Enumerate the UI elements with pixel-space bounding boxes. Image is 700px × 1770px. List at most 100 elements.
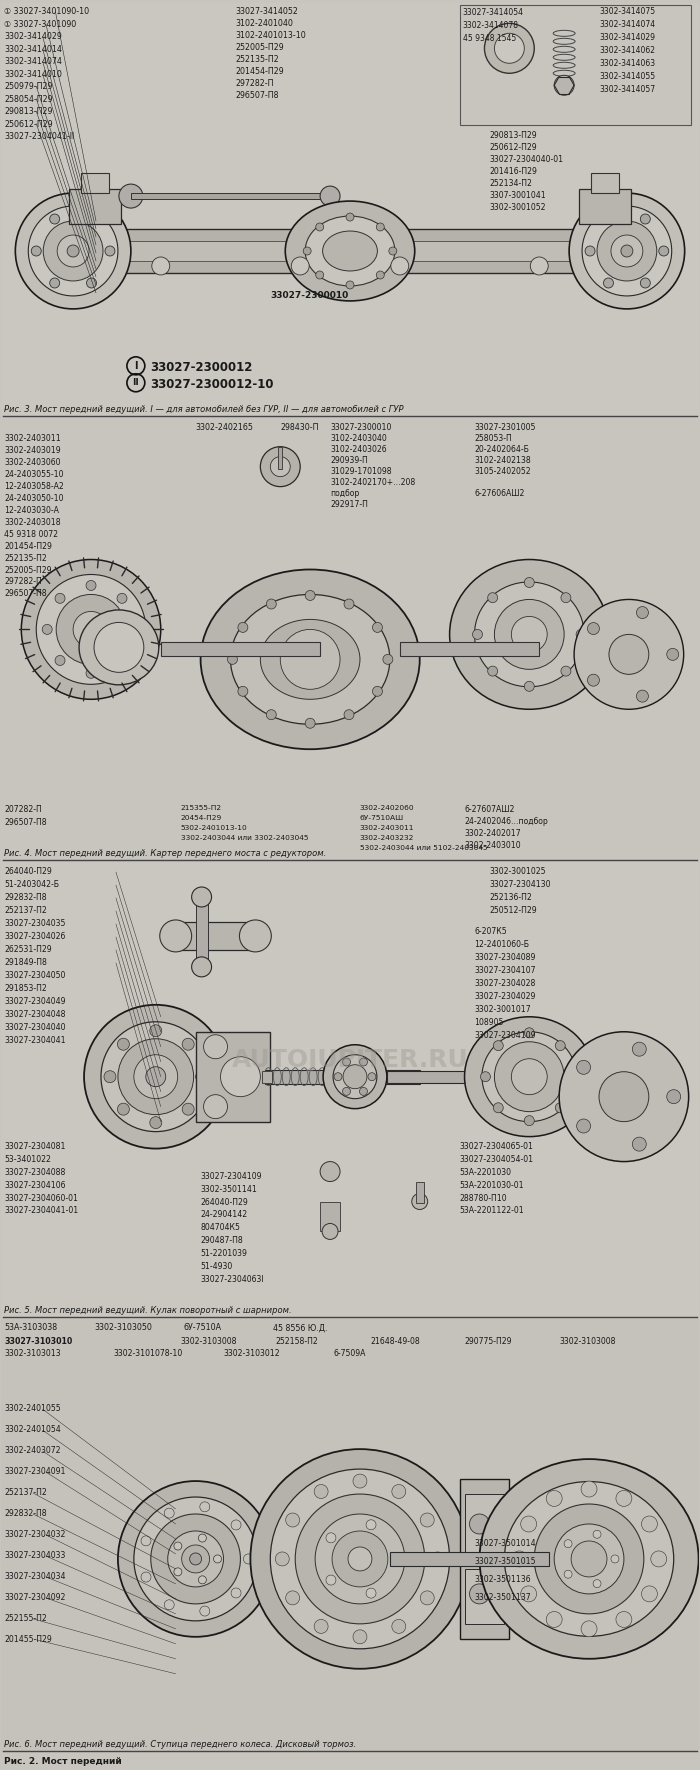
Text: 24-2402046...подбор: 24-2402046...подбор <box>465 818 548 827</box>
Bar <box>131 193 330 198</box>
Text: 3302-3103008: 3302-3103008 <box>181 1338 237 1347</box>
Circle shape <box>50 214 60 225</box>
Circle shape <box>412 1193 428 1209</box>
Text: 804704К5: 804704К5 <box>201 1223 241 1232</box>
Text: 33027-2304060-01: 33027-2304060-01 <box>4 1193 78 1202</box>
Text: 33027-2304034: 33027-2304034 <box>4 1572 66 1581</box>
Text: 3302-3414078: 3302-3414078 <box>463 21 519 30</box>
Circle shape <box>270 457 290 476</box>
Text: 51-2403042-Б: 51-2403042-Б <box>4 880 60 889</box>
Text: 252135-П2: 252135-П2 <box>235 55 279 64</box>
Circle shape <box>366 1588 376 1598</box>
Text: 3302-2403232: 3302-2403232 <box>360 835 414 841</box>
Ellipse shape <box>505 1481 673 1635</box>
Circle shape <box>260 446 300 487</box>
Bar <box>465 1494 505 1554</box>
Text: 252158-П2: 252158-П2 <box>275 1338 318 1347</box>
Text: 292917-П: 292917-П <box>330 499 368 508</box>
Circle shape <box>182 1545 209 1574</box>
Text: 6-7509А: 6-7509А <box>333 1349 365 1358</box>
Circle shape <box>372 623 382 632</box>
Text: 3302-3103008: 3302-3103008 <box>559 1338 616 1347</box>
Text: 3302-2403018: 3302-2403018 <box>4 517 61 527</box>
Text: 3105-2402052: 3105-2402052 <box>475 467 531 476</box>
Circle shape <box>512 616 547 653</box>
Circle shape <box>488 593 498 602</box>
Text: 3302-2403011: 3302-2403011 <box>4 434 61 442</box>
Text: 258054-П29: 258054-П29 <box>4 96 53 104</box>
Text: ① 33027-3401090-10: ① 33027-3401090-10 <box>4 7 90 16</box>
Circle shape <box>199 1605 210 1616</box>
Text: 6-207К5: 6-207К5 <box>475 927 507 936</box>
Circle shape <box>599 1071 649 1122</box>
Text: 290939-П: 290939-П <box>330 455 368 466</box>
Bar <box>400 643 539 657</box>
Text: 33027-2304041-01: 33027-2304041-01 <box>4 1207 78 1216</box>
Circle shape <box>377 271 384 280</box>
Text: 20-2402064-Б: 20-2402064-Б <box>475 444 529 453</box>
Circle shape <box>150 1025 162 1037</box>
Circle shape <box>571 1542 607 1577</box>
Circle shape <box>521 1517 537 1533</box>
Circle shape <box>67 244 79 257</box>
Text: 33027-3501015: 33027-3501015 <box>475 1558 536 1566</box>
Bar <box>465 1568 505 1623</box>
Circle shape <box>616 1611 632 1627</box>
Text: 3302-3414029: 3302-3414029 <box>599 34 655 42</box>
Circle shape <box>488 666 498 676</box>
Text: 33027-2304109: 33027-2304109 <box>475 1030 536 1039</box>
Bar <box>390 1552 550 1566</box>
Circle shape <box>36 575 146 685</box>
Text: 33027-3501014: 33027-3501014 <box>475 1538 536 1549</box>
Text: 3302-2403019: 3302-2403019 <box>4 446 61 455</box>
Circle shape <box>534 1504 644 1614</box>
Text: 3302-2401054: 3302-2401054 <box>4 1425 61 1434</box>
Text: 12-2403030-А: 12-2403030-А <box>4 506 60 515</box>
Bar <box>176 922 256 950</box>
Text: 3302-2403044 или 3302-2403045: 3302-2403044 или 3302-2403045 <box>181 835 308 841</box>
Text: 33027-2304106: 33027-2304106 <box>4 1181 66 1189</box>
Text: 297282-П: 297282-П <box>235 80 274 88</box>
Text: 33027-2304028: 33027-2304028 <box>475 979 536 988</box>
Text: 3102-2401040: 3102-2401040 <box>235 19 293 28</box>
Text: 53-3401022: 53-3401022 <box>4 1154 51 1163</box>
Circle shape <box>316 223 323 232</box>
Circle shape <box>320 186 340 205</box>
Circle shape <box>231 1520 241 1529</box>
Text: Рис. 6. Мост передний ведущий. Ступица переднего колеса. Дисковый тормоз.: Рис. 6. Мост передний ведущий. Ступица п… <box>4 1740 356 1749</box>
Ellipse shape <box>286 202 414 301</box>
Circle shape <box>118 1039 130 1050</box>
Circle shape <box>204 1035 228 1058</box>
Text: 298430-П: 298430-П <box>280 423 318 432</box>
Circle shape <box>383 655 393 664</box>
Text: 3302-3103050: 3302-3103050 <box>94 1324 152 1333</box>
Circle shape <box>118 1103 130 1115</box>
Text: 252135-П2: 252135-П2 <box>4 554 47 563</box>
Text: 3302-2401055: 3302-2401055 <box>4 1404 61 1412</box>
Text: 291849-П8: 291849-П8 <box>4 958 48 966</box>
Text: 3302-2403011: 3302-2403011 <box>360 825 414 832</box>
Circle shape <box>564 1570 572 1579</box>
Circle shape <box>470 1513 489 1535</box>
Ellipse shape <box>465 1016 594 1136</box>
Circle shape <box>198 1535 206 1542</box>
Text: 33027-2300010: 33027-2300010 <box>330 423 391 432</box>
Circle shape <box>392 1485 406 1499</box>
Circle shape <box>174 1542 182 1551</box>
Circle shape <box>420 1513 434 1528</box>
Circle shape <box>84 1005 228 1149</box>
Circle shape <box>360 1087 368 1096</box>
Bar <box>195 1032 270 1122</box>
Ellipse shape <box>305 216 395 287</box>
Text: 3302-3414010: 3302-3414010 <box>4 69 62 80</box>
Circle shape <box>391 257 409 274</box>
Text: подбор: подбор <box>330 489 359 497</box>
Text: 252137-П2: 252137-П2 <box>4 1489 47 1497</box>
Text: 296507-П8: 296507-П8 <box>4 818 47 827</box>
Text: 24-2904142: 24-2904142 <box>201 1211 248 1220</box>
Circle shape <box>333 1055 377 1099</box>
Text: 53А-3103038: 53А-3103038 <box>4 1324 57 1333</box>
Ellipse shape <box>79 611 159 685</box>
Text: 296507-П8: 296507-П8 <box>4 589 47 598</box>
Circle shape <box>117 655 127 666</box>
